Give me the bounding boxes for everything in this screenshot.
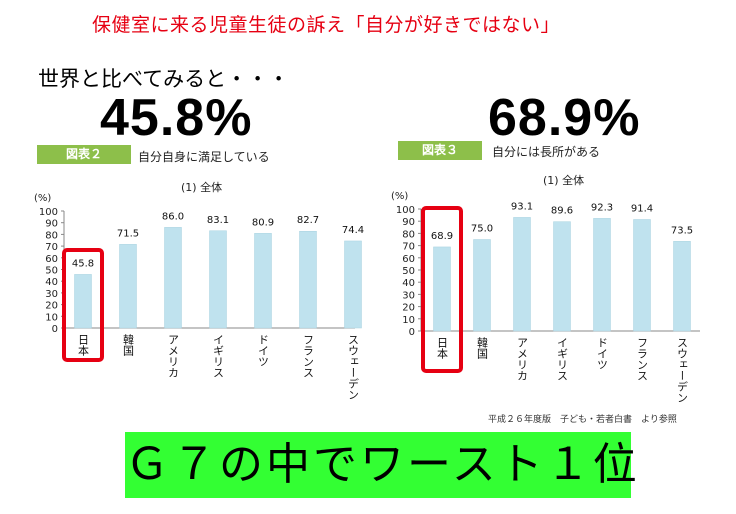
y-tick-label: 10 xyxy=(45,312,58,323)
data-label: 83.1 xyxy=(207,215,229,226)
y-tick-label: 80 xyxy=(402,229,415,240)
data-label: 80.9 xyxy=(252,217,274,228)
bar-right-0 xyxy=(433,246,451,332)
x-tick-label: 韓国 xyxy=(122,334,135,357)
banner-text: Ｇ７の中でワースト１位 xyxy=(125,439,640,490)
data-label: 68.9 xyxy=(431,231,453,242)
data-label: 92.3 xyxy=(591,202,613,213)
y-tick-label: 50 xyxy=(45,266,58,277)
y-tick-label: 20 xyxy=(402,303,415,314)
x-tick-label: スウェーデン xyxy=(347,334,360,400)
data-label: 45.8 xyxy=(72,258,94,269)
highlight-right-percent: 68.9% xyxy=(488,89,641,147)
x-tick-label: イギリス xyxy=(556,337,569,381)
x-tick-label: 韓国 xyxy=(476,337,489,360)
chart-title-left: 自分自身に満足している xyxy=(138,150,270,164)
y-tick-label: 90 xyxy=(45,219,58,230)
y-tick-label: 70 xyxy=(402,242,415,253)
bar-left-5 xyxy=(299,230,317,329)
chart-subtitle-right: (1) 全体 xyxy=(543,174,585,187)
y-tick-label: 40 xyxy=(45,277,58,288)
data-label: 89.6 xyxy=(551,206,573,217)
bar-right-5 xyxy=(633,219,651,332)
x-tick-label: フランス xyxy=(302,334,315,378)
y-tick-label: 90 xyxy=(402,217,415,228)
chart-title-right: 自分には長所がある xyxy=(492,145,601,159)
x-tick-label: アメリカ xyxy=(516,337,529,381)
y-axis-unit-label: (%) xyxy=(34,193,51,204)
bar-left-4 xyxy=(254,233,272,329)
y-tick-label: 80 xyxy=(45,230,58,241)
figure-badge-right: 図表３ xyxy=(398,141,482,160)
y-tick-label: 0 xyxy=(52,324,58,335)
data-label: 82.7 xyxy=(297,215,319,226)
bar-right-4 xyxy=(593,218,611,332)
x-tick-label: ドイツ xyxy=(596,337,609,370)
y-tick-label: 60 xyxy=(402,254,415,265)
x-tick-label: 日本 xyxy=(77,334,90,357)
x-tick-label: フランス xyxy=(636,337,649,381)
bar-right-3 xyxy=(553,221,571,332)
data-label: 74.4 xyxy=(342,225,364,236)
bar-left-2 xyxy=(164,227,182,329)
y-tick-label: 20 xyxy=(45,301,58,312)
source-note: 平成２６年度版 子ども・若者白書 より参照 xyxy=(488,415,677,425)
subhead: 世界と比べてみると・・・ xyxy=(38,67,290,91)
bar-right-6 xyxy=(673,241,691,332)
chart-subtitle-left: (1) 全体 xyxy=(181,181,223,194)
bar-left-0 xyxy=(74,274,92,329)
y-tick-label: 50 xyxy=(402,266,415,277)
data-label: 91.4 xyxy=(631,203,653,214)
figure-badge-left: 図表２ xyxy=(37,145,131,164)
bar-left-6 xyxy=(344,240,362,329)
highlight-box-japan xyxy=(421,206,463,373)
x-tick-label: イギリス xyxy=(212,334,225,378)
x-tick-label: ドイツ xyxy=(257,334,270,367)
conclusion-banner: Ｇ７の中でワースト１位 xyxy=(125,432,640,498)
y-tick-label: 40 xyxy=(402,278,415,289)
x-tick-label: 日本 xyxy=(436,337,449,360)
data-label: 75.0 xyxy=(471,224,493,235)
data-label: 86.0 xyxy=(162,211,184,222)
bar-left-1 xyxy=(119,244,137,329)
highlight-box-japan xyxy=(62,248,104,362)
x-tick-label: スウェーデン xyxy=(676,337,689,403)
y-tick-label: 30 xyxy=(45,289,58,300)
headline: 保健室に来る児童生徒の訴え「自分が好きではない」 xyxy=(92,14,561,36)
highlight-left-percent: 45.8% xyxy=(100,89,253,147)
y-tick-label: 70 xyxy=(45,242,58,253)
y-axis-unit-label: (%) xyxy=(391,191,408,202)
data-label: 93.1 xyxy=(511,201,533,212)
y-tick-label: 30 xyxy=(402,290,415,301)
x-tick-label: アメリカ xyxy=(167,334,180,378)
data-label: 71.5 xyxy=(117,228,139,239)
bar-right-2 xyxy=(513,217,531,332)
bar-left-3 xyxy=(209,230,227,329)
bar-right-1 xyxy=(473,239,491,332)
data-label: 73.5 xyxy=(671,225,693,236)
y-tick-label: 10 xyxy=(402,315,415,326)
y-tick-label: 60 xyxy=(45,254,58,265)
y-tick-label: 100 xyxy=(396,205,415,216)
y-tick-label: 100 xyxy=(39,207,58,218)
y-tick-label: 0 xyxy=(409,327,415,338)
